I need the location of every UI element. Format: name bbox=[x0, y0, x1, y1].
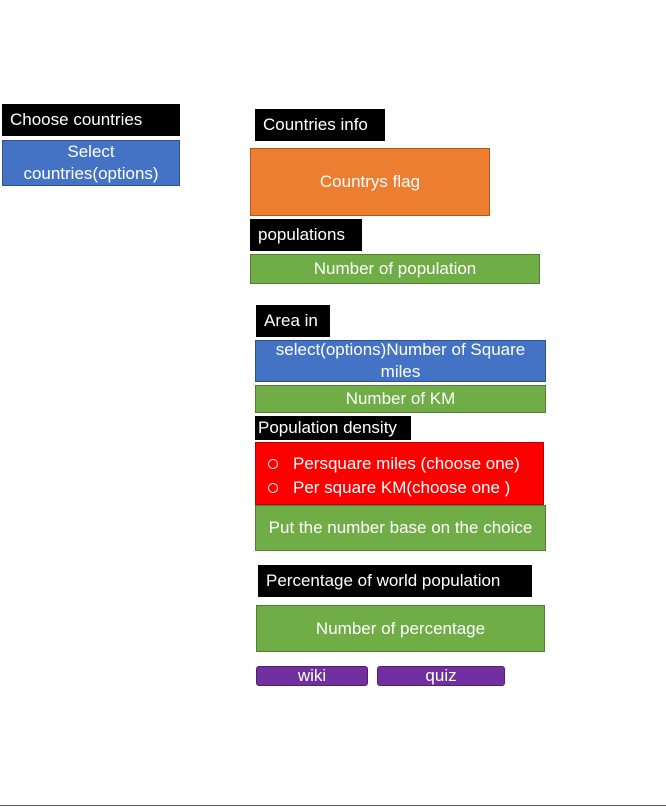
density-option-label: Per square KM(choose one ) bbox=[293, 478, 511, 497]
density-option-label: Persquare miles (choose one) bbox=[293, 454, 520, 473]
area-label: Area in bbox=[256, 305, 330, 337]
quiz-button[interactable]: quiz bbox=[377, 666, 505, 686]
quiz-button-label: quiz bbox=[425, 666, 457, 685]
wiki-button-label: wiki bbox=[297, 666, 327, 685]
populations-text: populations bbox=[258, 225, 345, 244]
density-label: Population density bbox=[255, 416, 411, 440]
percentage-label-text: Percentage of world population bbox=[266, 571, 501, 590]
choose-countries-text: Choose countries bbox=[10, 110, 143, 129]
countries-info-text: Countries info bbox=[263, 115, 368, 134]
countries-info-label: Countries info bbox=[255, 109, 385, 141]
percentage-value: Number of percentage bbox=[256, 605, 545, 652]
density-option-square-miles[interactable]: Persquare miles (choose one) bbox=[268, 452, 543, 476]
population-value: Number of population bbox=[250, 254, 540, 284]
radio-bullet-icon bbox=[268, 483, 278, 493]
area-label-text: Area in bbox=[264, 311, 318, 330]
country-flag-text: Countrys flag bbox=[319, 172, 421, 191]
percentage-label: Percentage of world population bbox=[258, 565, 532, 597]
country-select-text: Select countries(options) bbox=[23, 142, 159, 183]
wiki-button[interactable]: wiki bbox=[256, 666, 368, 686]
density-option-square-km[interactable]: Per square KM(choose one ) bbox=[268, 476, 543, 500]
area-km-text: Number of KM bbox=[345, 389, 456, 408]
area-unit-select-text: select(options)Number of Square miles bbox=[275, 340, 526, 381]
radio-bullet-icon bbox=[268, 459, 278, 469]
percentage-value-text: Number of percentage bbox=[315, 618, 486, 638]
bottom-divider bbox=[0, 805, 666, 806]
choose-countries-label: Choose countries bbox=[2, 104, 180, 136]
country-select[interactable]: Select countries(options) bbox=[2, 140, 180, 186]
area-km-value: Number of KM bbox=[255, 385, 546, 413]
populations-label: populations bbox=[250, 219, 362, 251]
density-label-text: Population density bbox=[258, 418, 397, 437]
density-options: Persquare miles (choose one) Per square … bbox=[255, 442, 544, 505]
density-value-text: Put the number base on the choice bbox=[268, 518, 533, 537]
density-value: Put the number base on the choice bbox=[255, 505, 546, 551]
population-value-text: Number of population bbox=[313, 259, 477, 278]
area-unit-select[interactable]: select(options)Number of Square miles bbox=[255, 340, 546, 382]
country-flag: Countrys flag bbox=[250, 148, 490, 216]
